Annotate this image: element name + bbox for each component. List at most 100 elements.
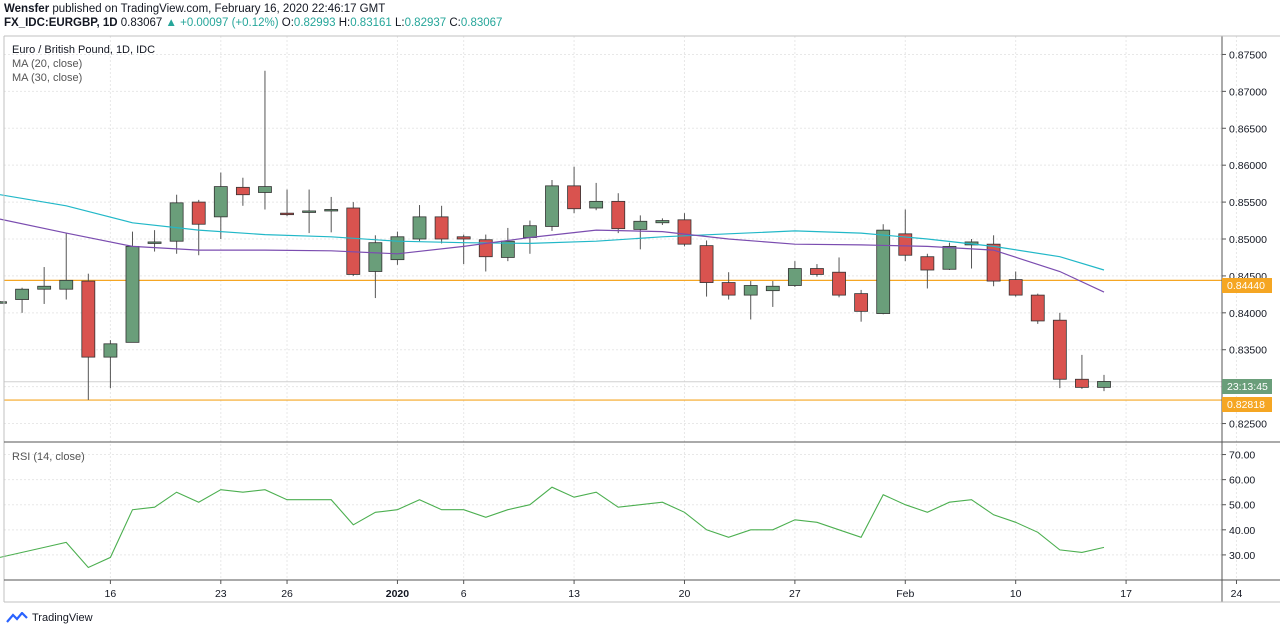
- candle-body: [500, 240, 515, 258]
- candle: [456, 234, 471, 265]
- candle: [655, 218, 670, 225]
- candle-body: [611, 200, 626, 230]
- candle: [1052, 312, 1067, 389]
- candle-body: [677, 219, 692, 245]
- candle: [765, 281, 780, 307]
- low-label: L:: [394, 17, 405, 29]
- price-tick-label: 0.86500: [1229, 123, 1267, 135]
- price-grid: [4, 36, 1237, 580]
- candle-body: [258, 186, 272, 193]
- high-value: 0.83161: [350, 17, 392, 29]
- candle-body: [368, 242, 383, 272]
- candle-body: [986, 243, 1001, 282]
- candle: [346, 202, 361, 276]
- time-tick-label: 13: [568, 588, 580, 600]
- candle: [721, 272, 736, 300]
- candle: [810, 264, 824, 277]
- price-tick-label: 0.82500: [1229, 419, 1267, 431]
- candle-body: [191, 201, 206, 225]
- candle-body: [876, 229, 891, 314]
- candle-body: [942, 245, 957, 270]
- candle: [15, 287, 29, 313]
- candle-body: [169, 202, 184, 242]
- candle-body: [390, 236, 405, 261]
- candle-body: [15, 288, 29, 300]
- price-tick-label: 0.85000: [1229, 234, 1267, 246]
- time-tick-label: 23: [215, 588, 227, 600]
- time-tick-label: 27: [789, 588, 801, 600]
- candle-body: [213, 186, 228, 218]
- candle: [258, 70, 272, 210]
- candle-body: [920, 256, 935, 271]
- time-tick-label: 16: [105, 588, 117, 600]
- price-tick-label: 0.83500: [1229, 345, 1267, 357]
- candle: [699, 240, 714, 297]
- candle-body: [787, 268, 802, 286]
- time-tick-label: 20: [679, 588, 691, 600]
- ma20-legend: MA (20, close): [12, 58, 82, 70]
- candle: [302, 189, 317, 234]
- hline-lower-tag: [1222, 397, 1272, 412]
- candle-body: [302, 210, 317, 213]
- price-chart[interactable]: 0.825000.830000.835000.840000.845000.850…: [0, 0, 1280, 610]
- candle-body: [721, 282, 736, 296]
- rsi-tick-label: 50.00: [1229, 500, 1255, 512]
- candle-body: [545, 185, 559, 227]
- candle-body: [1097, 381, 1111, 388]
- publish-info: Wensfer published on TradingView.com, Fe…: [4, 3, 385, 15]
- candle-body: [235, 186, 250, 196]
- rsi-tick-label: 60.00: [1229, 475, 1255, 487]
- candle-body: [81, 280, 96, 358]
- open-label: O:: [281, 17, 294, 29]
- time-axis-labels: 16 23 26 2020 6 13 20 27 Feb 10 17 24: [105, 580, 1243, 600]
- time-tick-label: 24: [1231, 588, 1243, 600]
- time-tick-label: 10: [1010, 588, 1022, 600]
- candle-body: [854, 293, 869, 312]
- candle-body: [699, 245, 714, 283]
- brand-name: TradingView: [32, 612, 93, 624]
- candle: [787, 261, 802, 287]
- candle-body: [346, 207, 361, 275]
- time-tick-label: 17: [1120, 588, 1132, 600]
- candle: [125, 231, 140, 343]
- chart-title: Euro / British Pound, 1D, IDC: [12, 44, 155, 56]
- tradingview-logo-icon: [6, 612, 28, 623]
- high-label: H:: [338, 17, 351, 29]
- candle: [103, 340, 118, 389]
- close-value: 0.83067: [460, 17, 503, 29]
- candle: [611, 193, 626, 234]
- candle-body: [280, 212, 294, 216]
- publish-text: published on TradingView.com, February 1…: [52, 3, 386, 15]
- candle: [832, 257, 846, 298]
- candle: [898, 209, 913, 262]
- ma30-legend: MA (30, close): [12, 72, 82, 84]
- candle: [81, 273, 96, 400]
- price-tick-label: 0.87000: [1229, 86, 1267, 98]
- candle-body: [125, 245, 140, 343]
- candle: [0, 301, 7, 304]
- candle: [876, 224, 891, 315]
- hline-upper-tag-text: 0.84440: [1227, 280, 1265, 292]
- candle: [412, 205, 427, 242]
- symbol-label: FX_IDC:EURGBP, 1D: [4, 17, 118, 29]
- axes: [3, 35, 1280, 603]
- candle: [59, 233, 74, 300]
- candle-body: [103, 343, 118, 358]
- candle: [567, 166, 581, 214]
- candle: [986, 235, 1001, 287]
- ohlc-header: FX_IDC:EURGBP, 1D 0.83067 ▲ +0.00097 (+0…: [4, 17, 502, 29]
- legend: Euro / British Pound, 1D, IDC MA (20, cl…: [12, 44, 155, 463]
- rsi-axis-labels: 30.00 40.00 50.00 60.00 70.00: [1222, 450, 1255, 562]
- candle: [1075, 354, 1089, 389]
- candle: [589, 182, 604, 211]
- candle-body: [1075, 378, 1089, 388]
- candle: [235, 177, 250, 206]
- candle-body: [0, 301, 7, 304]
- candle-body: [456, 236, 471, 240]
- candle: [191, 199, 206, 256]
- candle-body: [655, 220, 670, 224]
- candle: [368, 235, 383, 299]
- time-tick-label: 26: [281, 588, 293, 600]
- candle-body: [1052, 319, 1067, 380]
- candle: [169, 194, 184, 254]
